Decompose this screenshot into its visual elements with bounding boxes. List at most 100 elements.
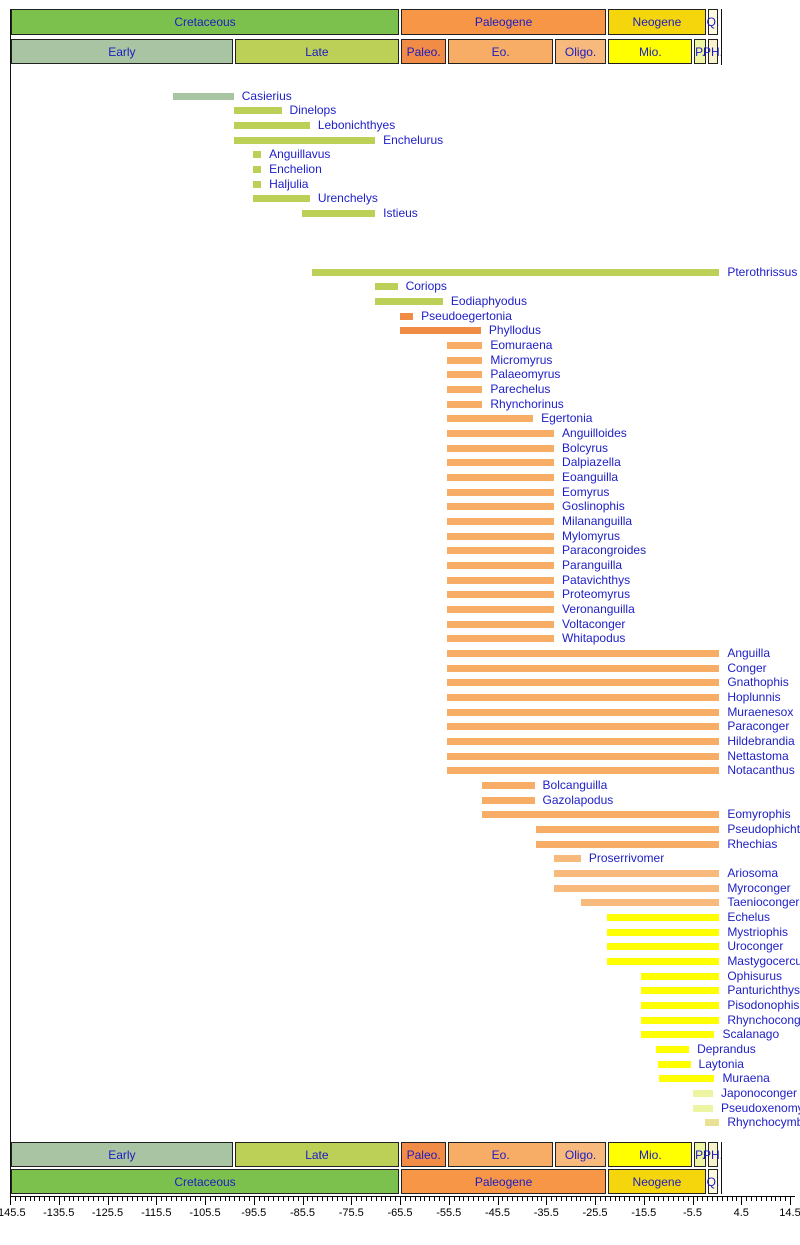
- axis-minor-tick: [760, 1197, 762, 1201]
- taxon-label-goslinophis: Goslinophis: [562, 499, 625, 514]
- taxon-label-lebonichthyes: Lebonichthyes: [317, 117, 396, 132]
- range-bar-micromyrus: [447, 356, 483, 364]
- axis-minor-tick: [677, 1197, 679, 1201]
- range-bar-phyllodus: [400, 327, 481, 335]
- axis-minor-tick: [122, 1197, 124, 1201]
- axis-minor-tick: [34, 1197, 36, 1201]
- axis-major-tick: [156, 1197, 158, 1205]
- axis-tick-label: 14.5: [779, 1207, 800, 1219]
- taxon-label-phyllodus: Phyllodus: [488, 323, 541, 338]
- range-bar-eomyrus: [447, 488, 555, 496]
- axis-minor-tick: [487, 1197, 489, 1201]
- taxon-label-ophisurus: Ophisurus: [727, 968, 783, 983]
- range-bar-rhechias: [536, 840, 720, 848]
- axis-tick-label: -55.5: [436, 1207, 462, 1219]
- axis-minor-tick: [473, 1197, 475, 1201]
- axis-minor-tick: [565, 1197, 567, 1201]
- range-bar-goslinophis: [447, 503, 555, 511]
- taxon-label-voltaconger: Voltaconger: [562, 616, 626, 631]
- axis-minor-tick: [97, 1197, 99, 1201]
- axis-tick-label: -135.5: [43, 1207, 75, 1219]
- taxon-label-anguilloides: Anguilloides: [562, 425, 627, 440]
- axis-minor-tick: [248, 1197, 250, 1201]
- axis-minor-tick: [531, 1197, 533, 1201]
- axis-minor-tick: [648, 1197, 650, 1201]
- axis-minor-tick: [731, 1197, 733, 1201]
- taxon-label-pisodonophis: Pisodonophis: [727, 998, 800, 1013]
- left-frame-line: [10, 9, 11, 1196]
- range-bar-proteomyrus: [447, 591, 555, 599]
- range-bar-enchelurus: [233, 136, 376, 144]
- axis-major-tick: [790, 1197, 791, 1205]
- axis-minor-tick: [258, 1197, 260, 1201]
- range-bar-anguillavus: [253, 151, 262, 159]
- axis-major-tick: [497, 1197, 499, 1205]
- taxon-label-hoplunnis: Hoplunnis: [727, 689, 781, 704]
- taxon-label-istieus: Istieus: [383, 205, 418, 220]
- axis-minor-tick: [409, 1197, 411, 1201]
- taxon-label-anguillavus: Anguillavus: [269, 147, 331, 162]
- axis-minor-tick: [127, 1197, 128, 1201]
- axis-minor-tick: [287, 1197, 289, 1201]
- axis-minor-tick: [556, 1197, 557, 1201]
- taxon-label-mastygocercus: Mastygocercus: [727, 954, 800, 969]
- axis-minor-tick: [180, 1197, 182, 1201]
- axis-minor-tick: [268, 1197, 270, 1201]
- taxon-label-scalanago: Scalanago: [722, 1027, 780, 1042]
- axis-minor-tick: [721, 1197, 723, 1201]
- range-bar-milananguilla: [447, 517, 555, 525]
- taxon-label-parechelus: Parechelus: [490, 381, 551, 396]
- axis-minor-tick: [263, 1197, 265, 1201]
- axis-major-tick: [448, 1197, 450, 1205]
- axis-minor-tick: [590, 1197, 592, 1201]
- taxon-label-rhechias: Rhechias: [727, 836, 778, 851]
- range-bar-coriops: [375, 283, 398, 291]
- axis-minor-tick: [707, 1197, 709, 1201]
- range-bar-hildebrandia: [447, 737, 720, 745]
- range-bar-casierius: [173, 92, 234, 100]
- axis-minor-tick: [214, 1197, 216, 1201]
- axis-minor-tick: [390, 1197, 392, 1201]
- axis-minor-tick: [185, 1197, 187, 1201]
- taxon-label-paranguilla: Paranguilla: [562, 557, 623, 572]
- epoch-cell-bottom-late: Late: [234, 1142, 399, 1167]
- axis-minor-tick: [746, 1197, 748, 1201]
- axis-minor-tick: [716, 1197, 718, 1201]
- range-bar-gnathophis: [447, 679, 720, 687]
- taxon-label-urenchelys: Urenchelys: [317, 191, 378, 206]
- range-bar-enchelion: [253, 165, 262, 173]
- axis-minor-tick: [395, 1197, 397, 1201]
- axis-minor-tick: [551, 1197, 553, 1201]
- taxon-label-milananguilla: Milananguilla: [562, 513, 633, 528]
- axis-minor-tick: [580, 1197, 582, 1201]
- axis-minor-tick: [278, 1197, 280, 1201]
- axis-minor-tick: [458, 1197, 460, 1201]
- axis-minor-tick: [83, 1197, 85, 1201]
- axis-minor-tick: [404, 1197, 406, 1201]
- axis-tick-label: -85.5: [289, 1207, 316, 1219]
- taxon-label-mystriophis: Mystriophis: [727, 924, 788, 939]
- axis-minor-tick: [141, 1197, 143, 1201]
- taxon-label-mylomyrus: Mylomyrus: [562, 528, 621, 543]
- epoch-cell-bottom-eo-: Eo.: [448, 1142, 554, 1167]
- axis-minor-tick: [712, 1197, 713, 1201]
- axis-minor-tick: [170, 1197, 172, 1201]
- range-bar-rhynchocymba: [705, 1119, 720, 1127]
- range-bar-paranguilla: [447, 561, 555, 569]
- taxon-label-conger: Conger: [727, 660, 767, 675]
- taxon-label-ariosoma: Ariosoma: [727, 866, 778, 880]
- axis-minor-tick: [697, 1197, 699, 1201]
- axis-minor-tick: [224, 1197, 226, 1201]
- range-bar-lebonichthyes: [233, 121, 310, 129]
- axis-minor-tick: [663, 1197, 665, 1201]
- taxon-label-echelus: Echelus: [727, 910, 771, 925]
- taxon-label-patavichthys: Patavichthys: [562, 572, 631, 587]
- taxon-label-veronanguilla: Veronanguilla: [562, 601, 635, 616]
- axis-minor-tick: [209, 1197, 211, 1201]
- axis-minor-tick: [385, 1197, 387, 1201]
- axis-major-tick: [107, 1197, 109, 1205]
- epoch-cell-top-paleo-: Paleo.: [401, 39, 447, 64]
- axis-tick-label: -75.5: [338, 1207, 364, 1219]
- range-bar-pseudoegertonia: [400, 312, 414, 320]
- epoch-cell-top-ph-: PH.: [703, 39, 723, 64]
